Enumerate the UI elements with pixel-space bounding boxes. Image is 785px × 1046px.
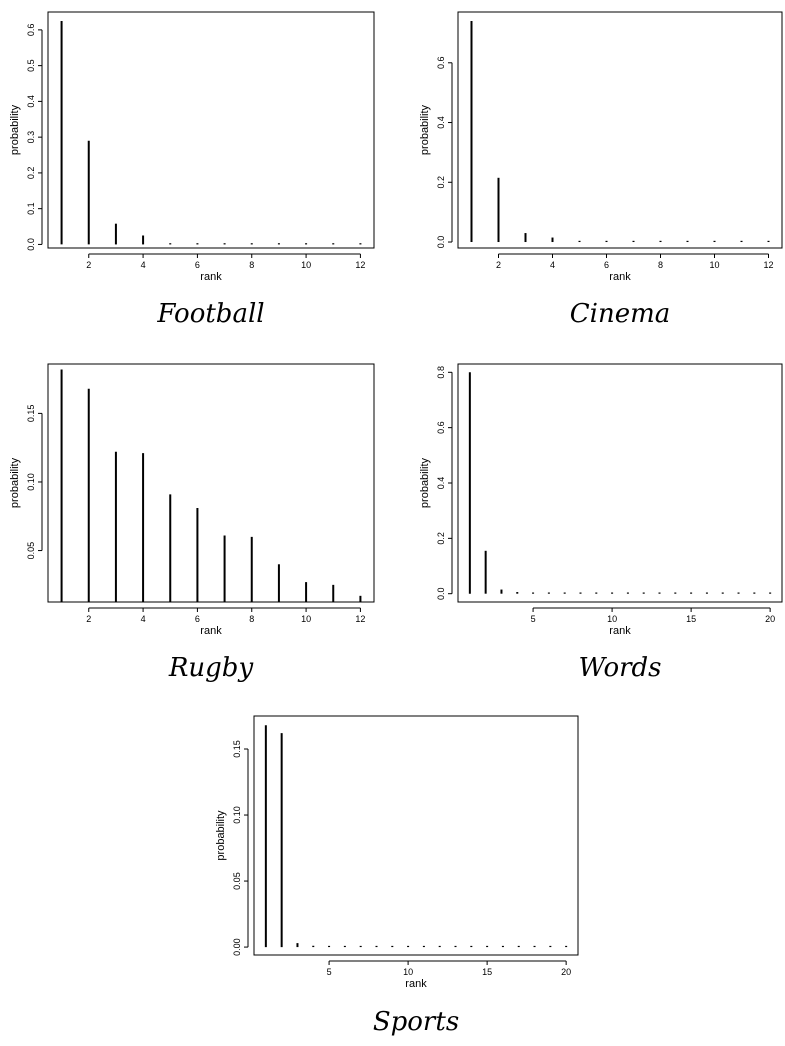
y-tick-label: 0.6 bbox=[436, 57, 446, 70]
chart-caption: Words bbox=[578, 653, 661, 683]
y-axis-label: probability bbox=[215, 810, 227, 861]
y-axis-label: probability bbox=[9, 457, 21, 508]
y-tick-label: 0.6 bbox=[436, 421, 446, 434]
x-tick-label: 12 bbox=[763, 260, 773, 270]
x-tick-label: 4 bbox=[141, 260, 146, 270]
x-tick-label: 12 bbox=[355, 614, 365, 624]
x-axis-label: rank bbox=[609, 625, 631, 637]
x-tick-label: 8 bbox=[249, 260, 254, 270]
y-tick-label: 0.6 bbox=[26, 24, 36, 37]
y-tick-label: 0.1 bbox=[26, 202, 36, 215]
y-tick-label: 0.05 bbox=[232, 872, 242, 890]
x-tick-label: 2 bbox=[86, 614, 91, 624]
y-tick-label: 0.2 bbox=[26, 167, 36, 180]
x-tick-label: 8 bbox=[658, 260, 663, 270]
y-tick-label: 0.2 bbox=[436, 176, 446, 189]
x-tick-label: 10 bbox=[709, 260, 719, 270]
x-axis-label: rank bbox=[200, 271, 222, 283]
x-axis-label: rank bbox=[200, 625, 222, 637]
y-tick-label: 0.10 bbox=[26, 473, 36, 491]
y-tick-label: 0.0 bbox=[436, 236, 446, 249]
y-axis-label: probability bbox=[419, 104, 431, 155]
y-axis-label: probability bbox=[9, 104, 21, 155]
x-tick-label: 15 bbox=[482, 967, 492, 977]
x-tick-label: 2 bbox=[496, 260, 501, 270]
y-tick-label: 0.4 bbox=[436, 116, 446, 129]
x-tick-label: 12 bbox=[355, 260, 365, 270]
x-tick-label: 6 bbox=[195, 260, 200, 270]
x-tick-label: 2 bbox=[86, 260, 91, 270]
y-tick-label: 0.8 bbox=[436, 366, 446, 379]
x-tick-label: 20 bbox=[561, 967, 571, 977]
chart-caption: Football bbox=[156, 299, 264, 329]
y-tick-label: 0.15 bbox=[232, 740, 242, 758]
x-axis-label: rank bbox=[609, 271, 631, 283]
x-tick-label: 6 bbox=[195, 614, 200, 624]
y-tick-label: 0.5 bbox=[26, 59, 36, 72]
x-tick-label: 8 bbox=[249, 614, 254, 624]
y-tick-label: 0.4 bbox=[436, 477, 446, 490]
y-tick-label: 0.3 bbox=[26, 131, 36, 144]
x-tick-label: 4 bbox=[550, 260, 555, 270]
plot-frame bbox=[457, 363, 783, 603]
x-tick-label: 10 bbox=[607, 614, 617, 624]
y-tick-label: 0.05 bbox=[26, 542, 36, 560]
x-tick-label: 20 bbox=[765, 614, 775, 624]
chart-caption: Cinema bbox=[570, 299, 671, 329]
y-tick-label: 0.00 bbox=[232, 938, 242, 956]
x-tick-label: 4 bbox=[141, 614, 146, 624]
chart-caption: Rugby bbox=[168, 653, 254, 683]
y-tick-label: 0.0 bbox=[436, 587, 446, 600]
y-tick-label: 0.15 bbox=[26, 405, 36, 423]
x-tick-label: 10 bbox=[403, 967, 413, 977]
x-tick-label: 10 bbox=[301, 260, 311, 270]
x-tick-label: 5 bbox=[531, 614, 536, 624]
x-tick-label: 10 bbox=[301, 614, 311, 624]
plot-frame bbox=[457, 11, 783, 249]
y-axis-label: probability bbox=[419, 457, 431, 508]
y-tick-label: 0.0 bbox=[26, 238, 36, 251]
y-tick-label: 0.10 bbox=[232, 806, 242, 824]
plot-frame bbox=[47, 363, 375, 603]
y-tick-label: 0.4 bbox=[26, 95, 36, 108]
plot-frame bbox=[253, 715, 579, 956]
chart-caption: Sports bbox=[373, 1007, 459, 1037]
y-tick-label: 0.2 bbox=[436, 532, 446, 545]
x-tick-label: 15 bbox=[686, 614, 696, 624]
x-axis-label: rank bbox=[405, 978, 427, 990]
x-tick-label: 6 bbox=[604, 260, 609, 270]
x-tick-label: 5 bbox=[327, 967, 332, 977]
plot-frame bbox=[47, 11, 375, 249]
